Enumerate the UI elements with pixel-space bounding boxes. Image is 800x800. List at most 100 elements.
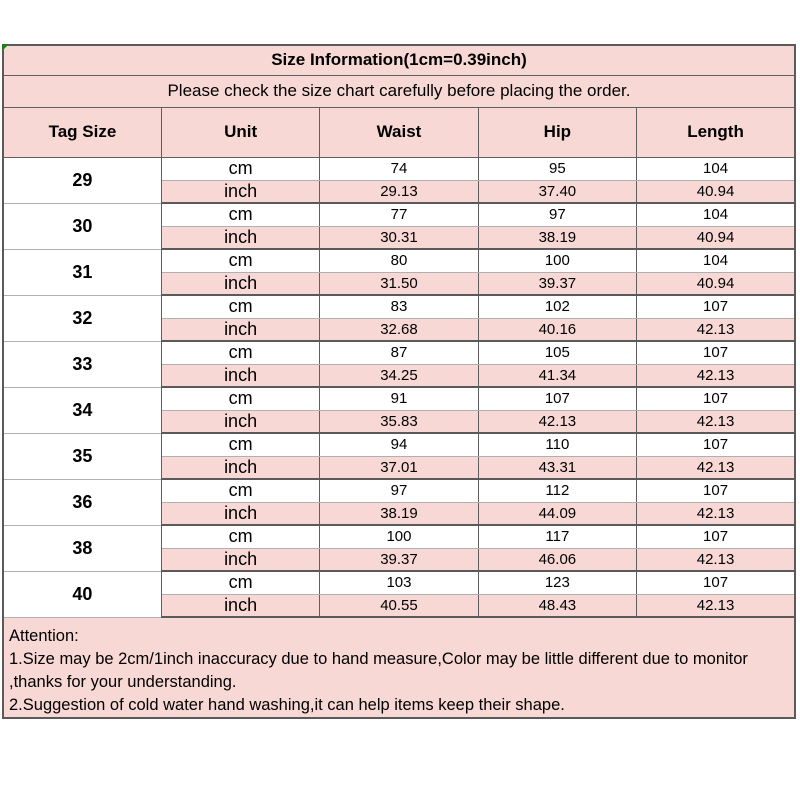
unit-cell: cm: [160, 524, 321, 549]
unit-cell: inch: [160, 225, 321, 250]
attention-note-line: ,thanks for your understanding.: [9, 673, 237, 691]
hip-cm-cell: 117: [477, 524, 638, 549]
length-cm-cell: 107: [636, 570, 796, 595]
attention-note-line: 1.Size may be 2cm/1inch inaccuracy due t…: [9, 650, 748, 668]
hip-inch-cell: 42.13: [477, 409, 638, 434]
unit-cell: cm: [160, 248, 321, 273]
unit-cell: cm: [160, 478, 321, 503]
table-row: inch 38.19 44.09 42.13: [3, 501, 796, 526]
waist-cm-cell: 80: [319, 248, 479, 273]
unit-cell: cm: [160, 432, 321, 457]
waist-cm-cell: 91: [319, 386, 479, 411]
length-cm-cell: 104: [636, 248, 796, 273]
length-cm-cell: 107: [636, 432, 796, 457]
waist-cm-cell: 97: [319, 478, 479, 503]
unit-cell: cm: [160, 202, 321, 227]
waist-inch-cell: 37.01: [319, 455, 479, 480]
unit-cell: inch: [160, 455, 321, 480]
length-cm-cell: 107: [636, 524, 796, 549]
length-inch-cell: 40.94: [636, 179, 796, 204]
unit-cell: cm: [160, 294, 321, 319]
tag-size-cell: 38: [2, 524, 162, 572]
hip-cm-cell: 107: [477, 386, 638, 411]
hip-inch-cell: 40.16: [477, 317, 638, 342]
table-row: 40 cm 103 123 107: [2, 570, 796, 618]
table-row: 31 cm 80 100 104: [2, 248, 796, 296]
waist-inch-cell: 39.37: [319, 547, 479, 572]
hip-inch-cell: 43.31: [477, 455, 638, 480]
hip-inch-cell: 48.43: [477, 593, 638, 618]
tag-size-cell: 30: [2, 202, 162, 250]
waist-cm-cell: 74: [319, 156, 479, 181]
hip-cm-cell: 95: [477, 156, 638, 181]
tag-size-cell: 29: [2, 156, 162, 204]
attention-note-line: 2.Suggestion of cold water hand washing,…: [9, 696, 565, 714]
unit-cell: inch: [160, 593, 321, 618]
hip-inch-cell: 46.06: [477, 547, 638, 572]
tag-size-cell: 31: [2, 248, 162, 296]
length-inch-cell: 42.13: [636, 593, 796, 618]
waist-inch-cell: 35.83: [319, 409, 479, 434]
tag-size-cell: 40: [2, 570, 162, 618]
table-row: inch 34.25 41.34 42.13: [3, 363, 796, 388]
length-inch-cell: 42.13: [636, 363, 796, 388]
table-row: 30 cm 77 97 104: [2, 202, 796, 250]
unit-cell: cm: [160, 386, 321, 411]
table-row: 29 cm 74 95 104: [2, 156, 796, 204]
tag-size-cell: 35: [2, 432, 162, 480]
length-inch-cell: 42.13: [636, 501, 796, 526]
waist-cm-cell: 83: [319, 294, 479, 319]
unit-cell: cm: [160, 340, 321, 365]
column-header-length: Length: [636, 106, 796, 158]
length-inch-cell: 42.13: [636, 317, 796, 342]
length-inch-cell: 42.13: [636, 455, 796, 480]
waist-cm-cell: 103: [319, 570, 479, 595]
table-row: 36 cm 97 112 107: [2, 478, 796, 526]
hip-inch-cell: 44.09: [477, 501, 638, 526]
length-cm-cell: 107: [636, 294, 796, 319]
hip-cm-cell: 123: [477, 570, 638, 595]
table-row: inch 37.01 43.31 42.13: [3, 455, 796, 480]
waist-inch-cell: 31.50: [319, 271, 479, 296]
tag-size-cell: 32: [2, 294, 162, 342]
column-header-row: Tag Size Unit Waist Hip Length: [2, 106, 796, 158]
table-row: 33 cm 87 105 107: [2, 340, 796, 388]
waist-cm-cell: 94: [319, 432, 479, 457]
column-header-unit: Unit: [160, 106, 321, 158]
waist-inch-cell: 34.25: [319, 363, 479, 388]
table-row: 38 cm 100 117 107: [2, 524, 796, 572]
waist-inch-cell: 38.19: [319, 501, 479, 526]
table-row: inch 30.31 38.19 40.94: [3, 225, 796, 250]
unit-cell: inch: [160, 271, 321, 296]
table-subtitle: Please check the size chart carefully be…: [2, 74, 796, 108]
waist-cm-cell: 77: [319, 202, 479, 227]
hip-cm-cell: 100: [477, 248, 638, 273]
column-header-hip: Hip: [477, 106, 638, 158]
unit-cell: inch: [160, 547, 321, 572]
length-cm-cell: 107: [636, 478, 796, 503]
hip-cm-cell: 110: [477, 432, 638, 457]
unit-cell: inch: [160, 409, 321, 434]
table-row: inch 29.13 37.40 40.94: [3, 179, 796, 204]
unit-cell: cm: [160, 156, 321, 181]
length-inch-cell: 40.94: [636, 225, 796, 250]
attention-heading: Attention:: [9, 627, 79, 645]
length-cm-cell: 104: [636, 202, 796, 227]
attention-section: Attention: 1.Size may be 2cm/1inch inacc…: [2, 616, 796, 719]
table-row: inch 39.37 46.06 42.13: [3, 547, 796, 572]
waist-inch-cell: 40.55: [319, 593, 479, 618]
hip-inch-cell: 37.40: [477, 179, 638, 204]
table-row: 35 cm 94 110 107: [2, 432, 796, 480]
tag-size-cell: 36: [2, 478, 162, 526]
length-inch-cell: 40.94: [636, 271, 796, 296]
hip-inch-cell: 38.19: [477, 225, 638, 250]
table-row: inch 40.55 48.43 42.13: [3, 593, 796, 618]
waist-cm-cell: 87: [319, 340, 479, 365]
length-cm-cell: 104: [636, 156, 796, 181]
hip-cm-cell: 97: [477, 202, 638, 227]
hip-inch-cell: 41.34: [477, 363, 638, 388]
length-cm-cell: 107: [636, 386, 796, 411]
table-row: inch 32.68 40.16 42.13: [3, 317, 796, 342]
hip-inch-cell: 39.37: [477, 271, 638, 296]
